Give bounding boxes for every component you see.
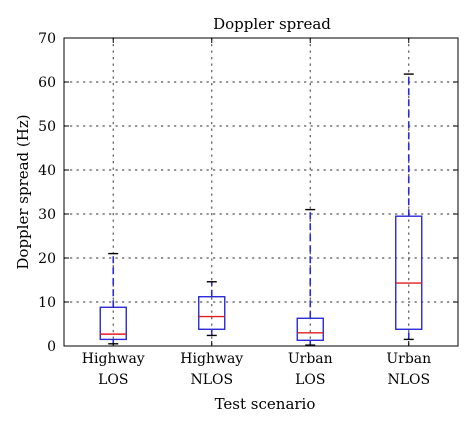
y-tick-label: 60 — [38, 75, 56, 91]
x-tick-label-line2: NLOS — [190, 372, 233, 388]
x-tick-label-line1: Highway — [180, 351, 243, 367]
box-iqr — [198, 296, 226, 330]
y-axis-label: Doppler spread (Hz) — [14, 114, 32, 269]
y-tick-labels: 0 10 20 30 40 50 60 70 — [38, 31, 56, 355]
grid-lines — [63, 37, 459, 347]
x-tick-labels: Highway LOS Highway NLOS Urban LOS Urban NLOS — [82, 351, 431, 388]
box-iqr — [395, 215, 423, 330]
y-tick-label: 10 — [38, 295, 56, 311]
axes-frame — [63, 37, 459, 347]
x-tick-label-line2: LOS — [295, 372, 325, 388]
box-iqr — [99, 306, 127, 341]
y-tick-label: 0 — [47, 339, 56, 355]
x-tick-label-line1: Urban — [386, 351, 431, 367]
x-tick-label-line2: LOS — [98, 372, 128, 388]
x-axis-label: Test scenario — [215, 395, 316, 413]
box-plots — [99, 73, 423, 346]
plot-frame — [63, 37, 459, 347]
x-tick-label-line1: Urban — [288, 351, 333, 367]
y-tick-label: 30 — [38, 207, 56, 223]
y-tick-label: 40 — [38, 163, 56, 179]
box-iqr — [296, 317, 324, 341]
chart-title: Doppler spread — [213, 15, 331, 33]
y-tick-label: 70 — [38, 31, 56, 47]
x-tick-label-line2: NLOS — [387, 372, 430, 388]
y-tick-label: 50 — [38, 119, 56, 135]
x-tick-label-line1: Highway — [82, 351, 145, 367]
y-tick-label: 20 — [38, 251, 56, 267]
